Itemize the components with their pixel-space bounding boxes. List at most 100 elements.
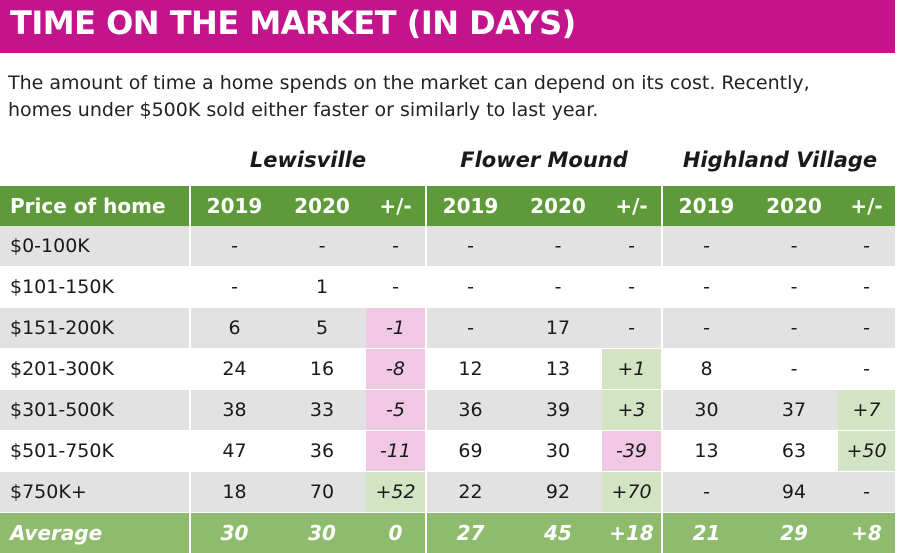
table-row: $0-100K---------	[0, 226, 895, 267]
column-header: +/-	[602, 186, 662, 226]
table-cell: +18	[602, 513, 662, 553]
table-cell: -	[514, 267, 602, 308]
table-cell: -	[750, 308, 838, 349]
table-cell: 24	[190, 349, 278, 390]
table-cell: -	[662, 267, 750, 308]
table-cell: -	[190, 226, 278, 267]
table-cell: 27	[426, 513, 514, 553]
table-cell: +52	[366, 472, 426, 513]
table-cell: 36	[278, 431, 366, 472]
table-cell: -	[838, 349, 895, 390]
table-cell: -	[750, 267, 838, 308]
column-header: 2020	[278, 186, 366, 226]
table-cell: -	[602, 267, 662, 308]
table-cell: 30	[662, 390, 750, 431]
row-label: $750K+	[0, 472, 190, 513]
column-header: +/-	[366, 186, 426, 226]
table-cell: -	[838, 226, 895, 267]
table-cell: 47	[190, 431, 278, 472]
column-header-price: Price of home	[0, 186, 190, 226]
table-cell: 0	[366, 513, 426, 553]
table-cell: -39	[602, 431, 662, 472]
table-cell: -11	[366, 431, 426, 472]
table-cell: -	[426, 226, 514, 267]
row-label: Average	[0, 513, 190, 553]
column-header: 2020	[514, 186, 602, 226]
group-label-flower-mound: Flower Mound	[426, 148, 662, 178]
table-cell: 70	[278, 472, 366, 513]
table-cell: -	[602, 226, 662, 267]
table-cell: -	[366, 226, 426, 267]
table-cell: +3	[602, 390, 662, 431]
table-cell: +8	[838, 513, 895, 553]
table-cell: 29	[750, 513, 838, 553]
table-cell: 94	[750, 472, 838, 513]
table-cell: 39	[514, 390, 602, 431]
table-cell: 8	[662, 349, 750, 390]
row-label: $301-500K	[0, 390, 190, 431]
column-header: 2019	[662, 186, 750, 226]
column-header: 2019	[190, 186, 278, 226]
table-cell: -	[514, 226, 602, 267]
table-cell: -8	[366, 349, 426, 390]
row-label: $501-750K	[0, 431, 190, 472]
column-header: 2020	[750, 186, 838, 226]
column-header: 2019	[426, 186, 514, 226]
table-cell: 21	[662, 513, 750, 553]
row-label: $101-150K	[0, 267, 190, 308]
table-cell: 92	[514, 472, 602, 513]
table-cell: -	[750, 226, 838, 267]
table-cell: 16	[278, 349, 366, 390]
table-cell: 30	[278, 513, 366, 553]
table-cell: 69	[426, 431, 514, 472]
table-cell: 30	[514, 431, 602, 472]
table-cell: +50	[838, 431, 895, 472]
table-cell: -	[190, 267, 278, 308]
row-label: $151-200K	[0, 308, 190, 349]
table-cell: 1	[278, 267, 366, 308]
table-cell: 6	[190, 308, 278, 349]
table-cell: 13	[662, 431, 750, 472]
table-cell: 45	[514, 513, 602, 553]
table-cell: 18	[190, 472, 278, 513]
table-cell: -	[662, 308, 750, 349]
table-cell: 38	[190, 390, 278, 431]
table-cell: +70	[602, 472, 662, 513]
table-cell: -	[750, 349, 838, 390]
table-cell: 30	[190, 513, 278, 553]
table-cell: +1	[602, 349, 662, 390]
group-label-lewisville: Lewisville	[190, 148, 426, 178]
table-cell: -	[278, 226, 366, 267]
table-cell: +7	[838, 390, 895, 431]
title-bar: TIME ON THE MARKET (IN DAYS)	[0, 0, 895, 53]
table-cell: -	[838, 267, 895, 308]
table-row: $101-150K-1-------	[0, 267, 895, 308]
table-cell: -	[426, 267, 514, 308]
table-cell: -	[426, 308, 514, 349]
column-header: +/-	[838, 186, 895, 226]
row-label: $0-100K	[0, 226, 190, 267]
table-cell: 37	[750, 390, 838, 431]
table-cell: 13	[514, 349, 602, 390]
table-cell: -1	[366, 308, 426, 349]
table-cell: 33	[278, 390, 366, 431]
table-cell: -	[602, 308, 662, 349]
table-cell: 5	[278, 308, 366, 349]
group-label-highland-village: Highland Village	[662, 148, 898, 178]
table-cell: 17	[514, 308, 602, 349]
row-label: $201-300K	[0, 349, 190, 390]
chart-title: TIME ON THE MARKET (IN DAYS)	[10, 4, 576, 42]
table-cell: -	[662, 226, 750, 267]
table-cell: -	[662, 472, 750, 513]
table-cell: 36	[426, 390, 514, 431]
table-cell: -	[366, 267, 426, 308]
table-cell: -5	[366, 390, 426, 431]
table-cell: 22	[426, 472, 514, 513]
